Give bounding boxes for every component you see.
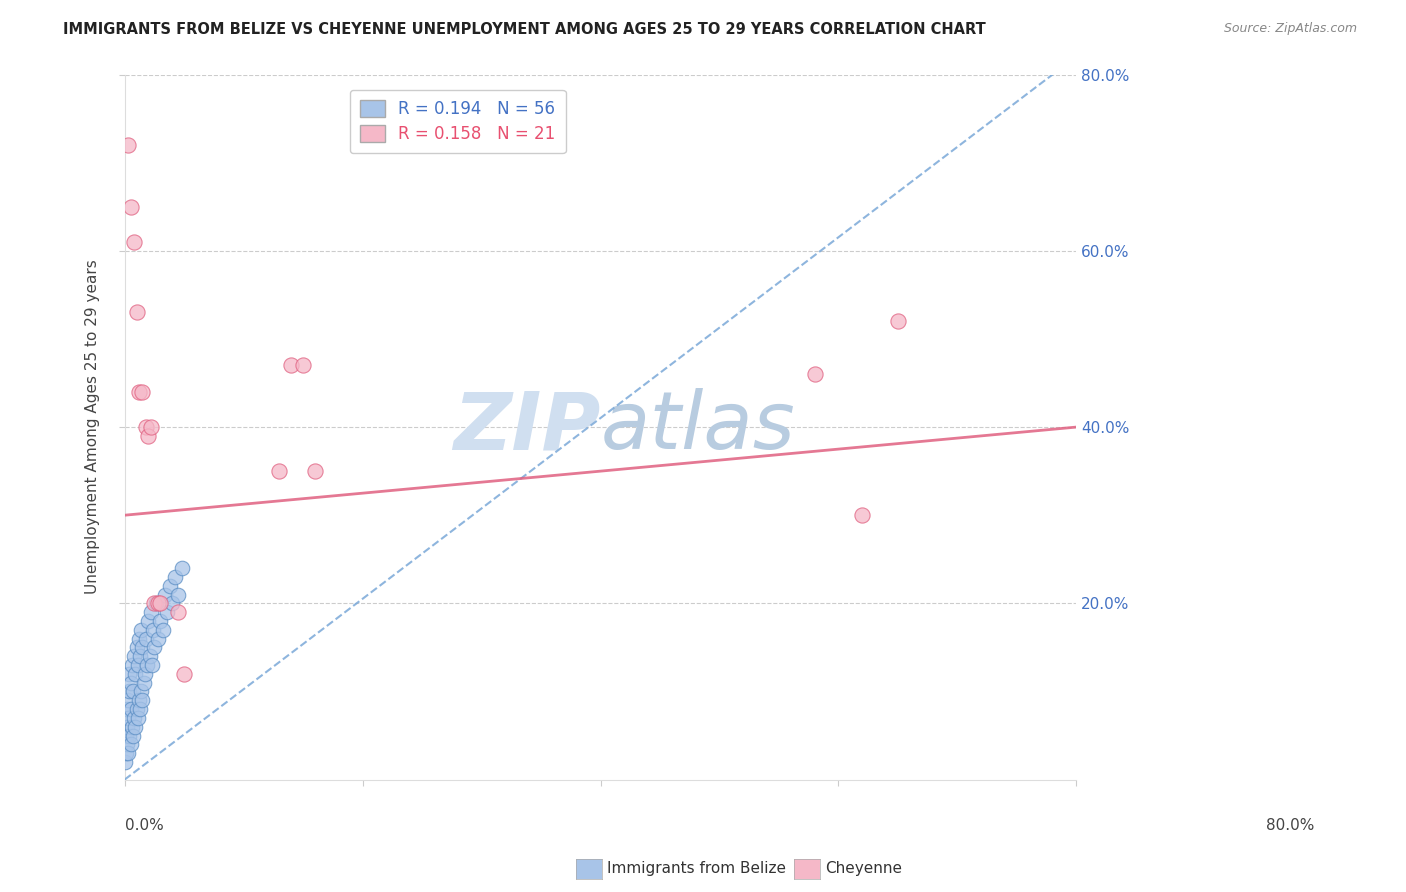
Point: [134, 666, 156, 681]
Point: [269, 464, 291, 478]
Point: [128, 384, 150, 399]
Point: [120, 737, 142, 751]
Point: [124, 666, 146, 681]
Point: [124, 720, 146, 734]
Point: [149, 614, 172, 628]
Point: [120, 200, 142, 214]
Point: [118, 729, 141, 743]
Point: [125, 640, 148, 655]
Point: [117, 711, 139, 725]
Point: [122, 729, 145, 743]
Point: [132, 675, 155, 690]
Point: [117, 693, 139, 707]
Point: [146, 596, 169, 610]
Point: [129, 623, 152, 637]
Point: [115, 702, 138, 716]
Point: [160, 596, 183, 610]
Point: [887, 314, 910, 328]
Point: [122, 684, 145, 698]
Point: [120, 675, 142, 690]
Text: IMMIGRANTS FROM BELIZE VS CHEYENNE UNEMPLOYMENT AMONG AGES 25 TO 29 YEARS CORREL: IMMIGRANTS FROM BELIZE VS CHEYENNE UNEMP…: [63, 22, 986, 37]
Point: [159, 579, 181, 593]
Point: [152, 623, 174, 637]
Point: [114, 746, 136, 760]
Point: [135, 632, 157, 646]
Point: [122, 711, 145, 725]
Point: [139, 605, 162, 619]
Point: [141, 658, 163, 673]
Point: [114, 729, 136, 743]
Point: [135, 420, 157, 434]
Point: [121, 658, 143, 673]
Point: [167, 588, 190, 602]
Point: [138, 429, 160, 443]
Point: [125, 305, 148, 319]
Text: atlas: atlas: [600, 388, 796, 467]
Point: [127, 711, 149, 725]
Point: [117, 746, 139, 760]
Point: [127, 658, 149, 673]
Point: [292, 359, 315, 373]
Point: [122, 235, 145, 249]
Point: [131, 384, 153, 399]
Point: [115, 737, 138, 751]
Point: [146, 632, 169, 646]
Point: [280, 359, 302, 373]
Legend: R = 0.194   N = 56, R = 0.158   N = 21: R = 0.194 N = 56, R = 0.158 N = 21: [350, 90, 565, 153]
Point: [143, 596, 166, 610]
Point: [138, 649, 160, 664]
Point: [121, 720, 143, 734]
Point: [122, 649, 145, 664]
Point: [143, 640, 166, 655]
Y-axis label: Unemployment Among Ages 25 to 29 years: Unemployment Among Ages 25 to 29 years: [86, 260, 100, 594]
Text: 0.0%: 0.0%: [125, 818, 163, 833]
Point: [167, 605, 190, 619]
Point: [118, 666, 141, 681]
Point: [117, 138, 139, 153]
Point: [138, 614, 160, 628]
Point: [173, 666, 195, 681]
Point: [136, 658, 159, 673]
Point: [128, 632, 150, 646]
Point: [128, 693, 150, 707]
Point: [139, 420, 162, 434]
Point: [120, 702, 142, 716]
Text: Immigrants from Belize: Immigrants from Belize: [607, 862, 786, 876]
Point: [304, 464, 326, 478]
Point: [145, 596, 167, 610]
Point: [129, 649, 152, 664]
Point: [131, 693, 153, 707]
Point: [142, 623, 165, 637]
Point: [125, 702, 148, 716]
Point: [170, 561, 193, 575]
Point: [129, 702, 152, 716]
Point: [156, 605, 179, 619]
Point: [131, 640, 153, 655]
Text: ZIP: ZIP: [453, 388, 600, 467]
Point: [851, 508, 873, 523]
Text: Cheyenne: Cheyenne: [825, 862, 903, 876]
Text: Source: ZipAtlas.com: Source: ZipAtlas.com: [1223, 22, 1357, 36]
Point: [153, 588, 176, 602]
Text: 80.0%: 80.0%: [1265, 818, 1315, 833]
Point: [129, 684, 152, 698]
Point: [149, 596, 172, 610]
Point: [115, 720, 138, 734]
Point: [118, 684, 141, 698]
Point: [803, 367, 825, 381]
Point: [163, 570, 186, 584]
Point: [114, 755, 136, 769]
